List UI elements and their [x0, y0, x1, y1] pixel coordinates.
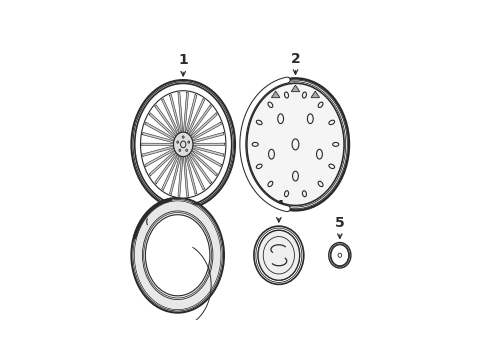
- Ellipse shape: [131, 80, 235, 209]
- Text: 3: 3: [173, 171, 182, 185]
- Polygon shape: [193, 146, 224, 156]
- Polygon shape: [178, 156, 183, 196]
- Ellipse shape: [247, 84, 344, 205]
- Polygon shape: [155, 153, 177, 184]
- Ellipse shape: [135, 201, 220, 309]
- Polygon shape: [193, 132, 224, 143]
- Polygon shape: [170, 156, 181, 194]
- Polygon shape: [178, 93, 183, 132]
- Polygon shape: [192, 122, 221, 140]
- Polygon shape: [183, 93, 189, 132]
- Polygon shape: [143, 146, 174, 156]
- Polygon shape: [271, 91, 280, 98]
- Text: 5: 5: [335, 216, 344, 230]
- Text: 4: 4: [274, 199, 284, 213]
- Polygon shape: [155, 105, 177, 136]
- Ellipse shape: [258, 230, 300, 280]
- Polygon shape: [149, 113, 176, 138]
- Text: 2: 2: [291, 51, 300, 66]
- Polygon shape: [183, 156, 189, 196]
- Polygon shape: [142, 143, 173, 145]
- Polygon shape: [145, 122, 175, 140]
- Text: 1: 1: [178, 53, 188, 67]
- Ellipse shape: [146, 215, 210, 296]
- Polygon shape: [311, 91, 319, 98]
- Polygon shape: [170, 95, 181, 133]
- Polygon shape: [191, 151, 217, 176]
- Ellipse shape: [173, 132, 193, 157]
- Polygon shape: [192, 148, 221, 167]
- Ellipse shape: [331, 245, 349, 266]
- Polygon shape: [187, 154, 205, 190]
- Polygon shape: [162, 99, 179, 134]
- Polygon shape: [191, 113, 217, 138]
- Polygon shape: [143, 132, 174, 143]
- Polygon shape: [187, 99, 205, 134]
- Polygon shape: [149, 151, 176, 176]
- Ellipse shape: [141, 91, 226, 198]
- Polygon shape: [185, 156, 197, 194]
- Polygon shape: [193, 143, 224, 145]
- Ellipse shape: [131, 198, 224, 312]
- Polygon shape: [185, 95, 197, 133]
- Polygon shape: [292, 85, 300, 91]
- Polygon shape: [145, 148, 175, 167]
- Polygon shape: [189, 153, 212, 184]
- Polygon shape: [189, 105, 212, 136]
- Polygon shape: [162, 154, 179, 190]
